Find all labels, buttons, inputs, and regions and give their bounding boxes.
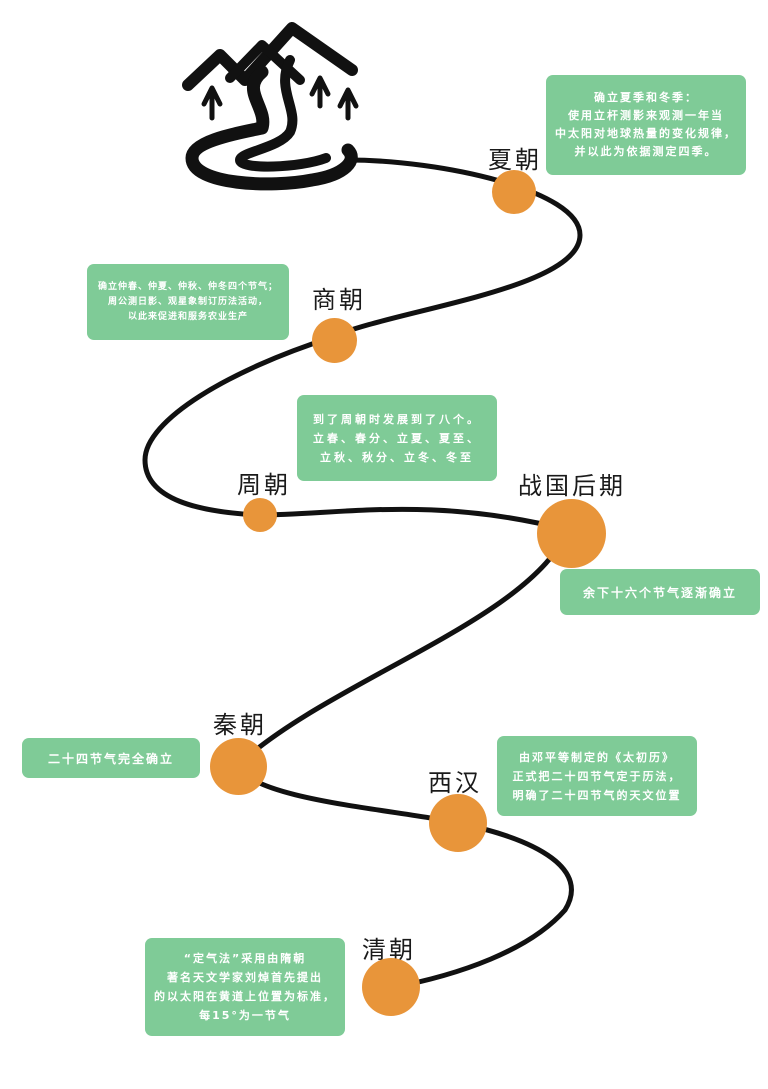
- era-node-xihan: [429, 794, 487, 852]
- note-xia: 确立夏季和冬季： 使用立杆测影来观测一年当 中太阳对地球热量的变化规律， 并以此…: [546, 75, 746, 175]
- era-node-zhou: [243, 498, 277, 532]
- note-shang: 确立仲春、仲夏、仲秋、仲冬四个节气； 周公测日影、观星象制订历法活动， 以此来促…: [87, 264, 289, 340]
- era-node-qing: [362, 958, 420, 1016]
- timeline-path: [142, 157, 583, 991]
- note-xihan: 由邓平等制定的《太初历》 正式把二十四节气定于历法， 明确了二十四节气的天文位置: [497, 736, 697, 816]
- era-label-zhanguo: 战国后期: [518, 472, 626, 500]
- mountain-road-icon: [182, 22, 359, 191]
- era-label-zhou: 周朝: [237, 471, 291, 499]
- era-label-shang: 商朝: [312, 286, 366, 314]
- era-node-xia: [492, 170, 536, 214]
- note-qing: “定气法”采用由隋朝 著名天文学家刘焯首先提出 的以太阳在黄道上位置为标准， 每…: [145, 938, 345, 1036]
- note-zhou: 到了周朝时发展到了八个。 立春、春分、立夏、夏至、 立秋、秋分、立冬、冬至: [297, 395, 497, 481]
- era-node-shang: [312, 318, 357, 363]
- note-qin: 二十四节气完全确立: [22, 738, 200, 778]
- era-label-xia: 夏朝: [488, 146, 542, 174]
- era-node-qin: [210, 738, 267, 795]
- era-label-qin: 秦朝: [213, 711, 267, 739]
- era-node-zhanguo: [537, 499, 606, 568]
- note-zhanguo: 余下十六个节气逐渐确立: [560, 569, 760, 615]
- era-label-xihan: 西汉: [428, 769, 482, 797]
